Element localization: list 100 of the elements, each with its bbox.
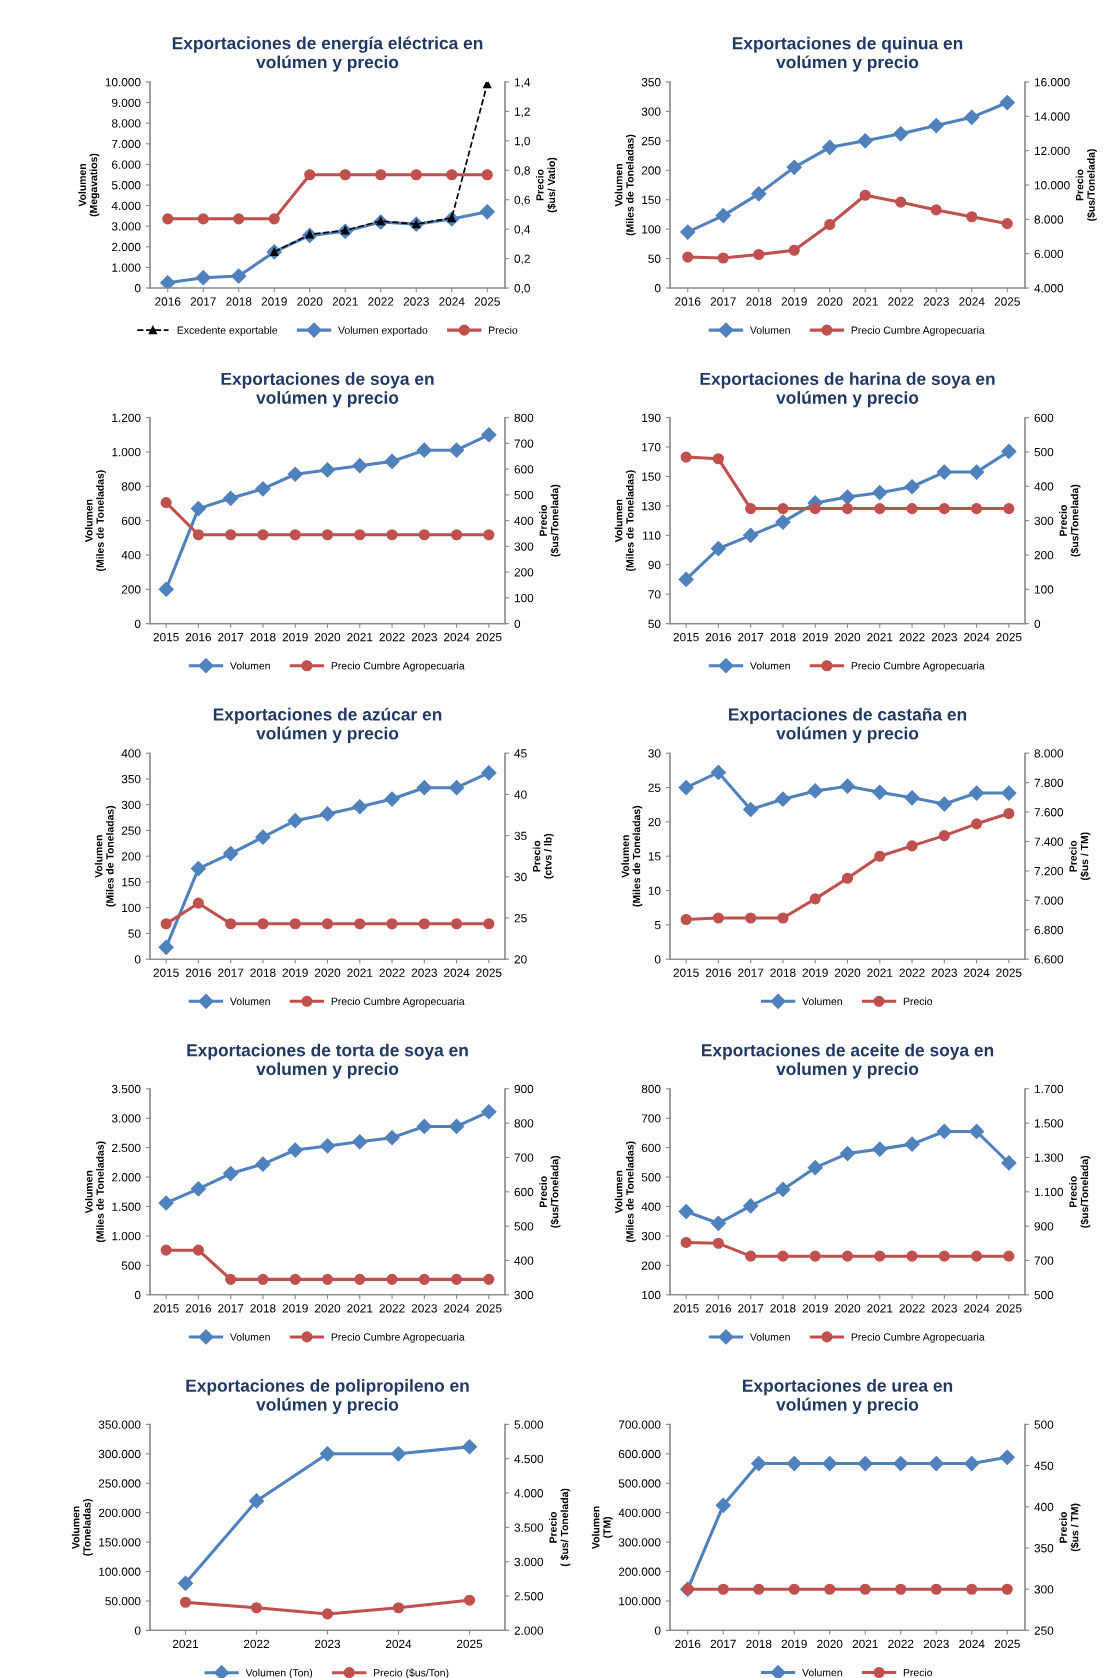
y-tick-label: 0 <box>654 284 661 293</box>
y-tick-label: 100 <box>642 225 661 234</box>
y2-tick-label: 0,2 <box>514 254 530 265</box>
y-tick-label: 350.000 <box>98 1420 141 1429</box>
y-tick-label: 100 <box>122 903 141 913</box>
y-axis-title: Volumen (TM) <box>591 1506 613 1549</box>
x-tick-label: 2023 <box>411 968 437 977</box>
y2-tick-label: 0 <box>1034 619 1041 628</box>
y2-tick-label: 3.500 <box>514 1523 544 1532</box>
y2-tick-label: 400 <box>1034 1502 1054 1512</box>
x-tick-label: 2019 <box>781 1639 807 1649</box>
x-tick-label: 2017 <box>710 1639 736 1649</box>
y-tick-label: 9.000 <box>111 98 141 107</box>
y-tick-label: 150 <box>642 472 661 481</box>
legend-label: Excedente exportable <box>177 326 278 336</box>
x-tick-label: 2019 <box>282 1304 308 1313</box>
y-tick-label: 7.000 <box>112 139 141 149</box>
x-tick-label: 2023 <box>314 1639 341 1649</box>
y-tick-label: 0 <box>654 955 661 964</box>
y2-tick-label: 16.000 <box>1034 78 1070 87</box>
x-tick-label: 2016 <box>185 1304 212 1313</box>
x-tick-label: 2019 <box>282 632 308 642</box>
x-tick-label: 2022 <box>899 968 925 977</box>
y-tick-label: 500.000 <box>618 1479 661 1488</box>
y-axis-title: Volumen (Miles de Toneladas) <box>94 805 116 907</box>
x-tick-label: 2019 <box>781 297 807 306</box>
y-tick-label: 1.000 <box>112 1231 141 1241</box>
y-axis-title: Volumen (Megavatios) <box>78 153 100 217</box>
y2-axis-title: Precio ($us / TM) <box>1059 1503 1081 1552</box>
y-tick-label: 250 <box>121 826 141 835</box>
y-tick-label: 150.000 <box>99 1538 141 1547</box>
y-tick-label: 700 <box>641 1114 661 1123</box>
y2-tick-label: 45 <box>514 749 527 758</box>
x-tick-label: 2018 <box>746 1639 772 1649</box>
y2-tick-label: 700 <box>514 439 534 448</box>
y-tick-label: 100 <box>642 1290 661 1300</box>
y2-tick-label: 1.100 <box>1034 1187 1064 1197</box>
y2-tick-label: 7.400 <box>1034 837 1064 846</box>
x-tick-label: 2021 <box>172 1639 199 1649</box>
y-tick-label: 6.000 <box>112 160 141 169</box>
x-tick-label: 2020 <box>314 1304 341 1313</box>
x-tick-label: 2025 <box>456 1639 483 1649</box>
x-tick-label: 2023 <box>931 632 957 642</box>
y-tick-label: 250.000 <box>98 1479 141 1488</box>
x-tick-label: 2016 <box>185 968 212 977</box>
x-tick-label: 2022 <box>379 632 405 642</box>
legend-label: Volumen <box>802 1668 842 1677</box>
y-tick-label: 300.000 <box>618 1538 661 1547</box>
y2-tick-label: 200 <box>1034 550 1054 560</box>
y-tick-label: 1.500 <box>112 1202 141 1211</box>
x-tick-label: 2015 <box>673 632 699 642</box>
x-tick-label: 2015 <box>153 632 179 642</box>
x-tick-label: 2024 <box>964 632 990 642</box>
legend-label: Precio Cumbre Agropecuaria <box>851 1333 985 1343</box>
y-tick-label: 3.000 <box>111 1114 141 1123</box>
x-tick-label: 2024 <box>959 1639 985 1649</box>
x-tick-label: 2015 <box>153 968 179 977</box>
y-tick-label: 90 <box>648 560 661 570</box>
y-tick-label: 0 <box>134 284 141 293</box>
legend-label: Precio Cumbre Agropecuaria <box>851 661 985 672</box>
x-tick-label: 2018 <box>770 968 796 977</box>
y-tick-label: 2.000 <box>112 242 141 252</box>
y2-axis-title: Precio ($us/Tonelada) <box>1059 484 1081 557</box>
x-tick-label: 2020 <box>817 297 843 306</box>
x-tick-label: 2017 <box>218 1304 244 1313</box>
y2-tick-label: 400 <box>514 516 534 525</box>
chart-title: Exportaciones de energía eléctrica en volúmen y precio <box>172 36 483 72</box>
y2-tick-label: 7.600 <box>1034 808 1064 817</box>
y2-tick-label: 8.000 <box>1034 215 1064 224</box>
y2-tick-label: 30 <box>514 872 527 882</box>
y-tick-label: 8.000 <box>111 119 141 128</box>
y-tick-label: 100.000 <box>619 1597 661 1606</box>
y-tick-label: 0 <box>134 1626 141 1635</box>
y-axis-title: Volumen (Miles de Toneladas) <box>84 1141 106 1243</box>
y2-tick-label: 450 <box>1034 1461 1054 1470</box>
y-tick-label: 0 <box>134 1290 141 1300</box>
y-tick-label: 800 <box>121 482 141 491</box>
x-tick-label: 2023 <box>403 297 429 306</box>
y-tick-label: 1.000 <box>112 263 141 272</box>
x-tick-label: 2023 <box>411 1304 437 1313</box>
x-tick-label: 2020 <box>297 297 323 306</box>
x-tick-label: 2015 <box>673 1304 699 1313</box>
chart-title: Exportaciones de urea en volúmen y precio <box>743 1379 953 1415</box>
y-tick-label: 700.000 <box>618 1420 661 1429</box>
y-tick-label: 200.000 <box>618 1567 661 1576</box>
y2-tick-label: 800 <box>514 413 534 422</box>
x-tick-label: 2015 <box>673 968 699 977</box>
y2-tick-label: 500 <box>1034 447 1054 457</box>
y2-tick-label: 1.300 <box>1034 1153 1064 1162</box>
y2-tick-label: 1,2 <box>514 107 530 118</box>
x-tick-label: 2018 <box>770 1304 796 1313</box>
y-tick-label: 150 <box>122 877 141 887</box>
x-tick-label: 2024 <box>964 968 990 977</box>
x-tick-label: 2020 <box>834 1304 861 1313</box>
chart-title: Exportaciones de aceite de soya en volumen y precio <box>702 1043 994 1079</box>
legend-label: Volumen (Ton) <box>245 1668 313 1678</box>
y-axis-title: Volumen (Miles de Toneladas) <box>84 470 106 571</box>
x-tick-label: 2023 <box>931 968 957 977</box>
x-tick-label: 2017 <box>738 968 764 977</box>
y-tick-label: 800 <box>641 1084 661 1094</box>
